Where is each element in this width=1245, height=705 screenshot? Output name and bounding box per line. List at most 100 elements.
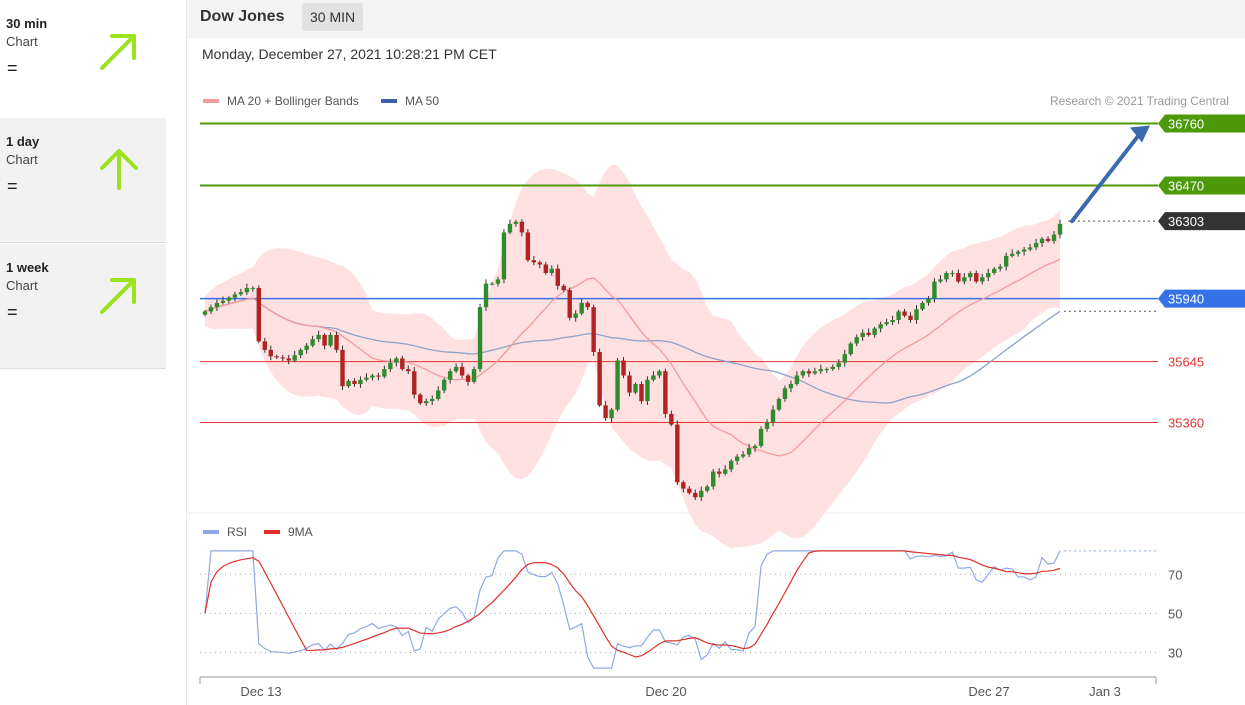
candle-body — [447, 371, 453, 380]
candle-body — [663, 371, 668, 414]
candle-body — [968, 273, 973, 278]
candle-body — [908, 315, 913, 320]
candle-body — [770, 409, 776, 423]
timeframe-30min[interactable]: 30 min Chart = — [0, 0, 166, 125]
level-label-36760-bg — [1158, 114, 1245, 133]
arrow-up-icon — [100, 149, 138, 190]
x-tick-label: Dec 20 — [645, 684, 686, 699]
candle-body — [525, 232, 531, 261]
candle-body — [418, 394, 423, 404]
candle-body — [860, 332, 865, 338]
candle-body — [645, 379, 650, 402]
candle-body — [501, 232, 507, 280]
candle-body — [699, 490, 704, 498]
candle-body — [268, 349, 273, 357]
candle-body — [208, 307, 214, 312]
rsi-pane: 70 50 30 — [200, 550, 1182, 669]
candle-body — [920, 302, 925, 310]
candle-body — [1039, 238, 1045, 244]
candle-body — [854, 337, 859, 344]
candle-body — [310, 339, 315, 346]
candle-body — [430, 398, 435, 402]
candle-body — [489, 283, 495, 285]
candle-body — [250, 287, 256, 289]
x-axis: Dec 13 Dec 20 Dec 27 Jan 3 — [199, 676, 1157, 699]
candle-body — [621, 360, 626, 376]
candle-body — [902, 311, 907, 316]
candle-body — [376, 375, 381, 377]
candle-body — [675, 424, 680, 483]
timeframe-button[interactable]: 30 MIN — [302, 3, 364, 31]
instrument-title: Dow Jones — [200, 8, 285, 25]
timeframe-1week[interactable]: 1 week Chart = — [0, 244, 166, 369]
candle-body — [818, 369, 824, 372]
candle-body — [370, 375, 375, 378]
candle-body — [740, 454, 746, 457]
candle-body — [364, 377, 369, 380]
candle-body — [1003, 255, 1009, 267]
candle-body — [483, 283, 489, 308]
candle-body — [435, 390, 441, 399]
timeframe-label: 30 min — [6, 16, 48, 31]
candle-body — [202, 311, 208, 315]
timeframe-label: 1 week — [6, 260, 49, 275]
candle-body — [292, 355, 297, 361]
candle-body — [722, 469, 728, 474]
candle-body — [334, 334, 339, 350]
target-arrow-head — [1130, 125, 1150, 143]
candle-body — [322, 334, 327, 346]
candle-body — [926, 298, 931, 303]
candle-body — [537, 262, 543, 265]
candle-body — [615, 360, 620, 410]
candle-body — [400, 358, 405, 370]
candle-body — [597, 352, 602, 406]
candle-body — [764, 422, 770, 429]
candle-body — [830, 366, 835, 370]
candle-body — [519, 221, 525, 233]
legend-swatch-ma9 — [264, 530, 280, 534]
candle-body — [836, 362, 841, 367]
candle-body — [238, 292, 244, 295]
candle-body — [561, 285, 566, 291]
candle-body — [884, 322, 889, 325]
candle-body — [716, 471, 722, 474]
candle-body — [549, 268, 554, 273]
level-label-35645: 35645 — [1168, 355, 1204, 370]
candle-body — [872, 328, 877, 335]
candle-body — [453, 366, 459, 372]
candle-body — [280, 357, 285, 359]
arrow-up-right-icon — [100, 34, 136, 70]
candle-body — [232, 294, 238, 298]
research-credit: Research © 2021 Trading Central — [1050, 94, 1229, 108]
timeframe-1day[interactable]: 1 day Chart = — [0, 118, 166, 243]
candle-body — [1057, 223, 1063, 235]
legend-ma20: MA 20 + Bollinger Bands — [227, 94, 359, 108]
candle-body — [609, 409, 614, 419]
candle-body — [974, 273, 979, 282]
moving-averages — [204, 258, 1061, 457]
candle-body — [465, 375, 471, 382]
level-label-36760: 36760 — [1168, 117, 1204, 132]
chart-legend: MA 20 + Bollinger Bands MA 50 RSI 9MA — [203, 94, 439, 539]
candle-body — [998, 266, 1003, 269]
candle-body — [914, 309, 919, 320]
level-label-36470: 36470 — [1168, 178, 1204, 193]
candle-body — [705, 486, 710, 491]
arrow-up-right-icon — [100, 278, 136, 314]
candle-body — [304, 345, 309, 350]
level-label-35940: 35940 — [1168, 292, 1204, 307]
candle-body — [687, 488, 692, 493]
timeframe-sub: Chart — [6, 152, 38, 167]
x-tick-label: Jan 3 — [1089, 684, 1121, 699]
candle-body — [669, 413, 674, 425]
level-label-35940-bg — [1158, 289, 1245, 308]
candle-body — [286, 358, 291, 361]
candle-body — [256, 287, 262, 342]
candle-body — [992, 268, 997, 273]
candle-body — [800, 371, 806, 376]
candle-body — [531, 260, 537, 263]
candle-body — [328, 334, 333, 346]
candle-body — [812, 371, 818, 374]
level-label-36470-bg — [1158, 176, 1245, 195]
